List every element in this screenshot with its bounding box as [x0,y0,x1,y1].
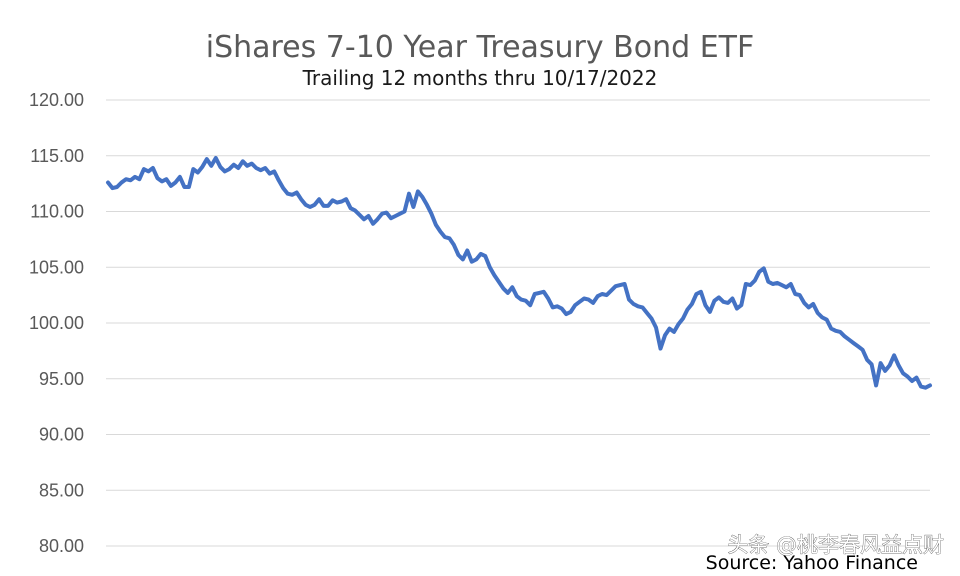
watermark-text: 头条 @桃李春风益点财 [727,533,944,557]
y-tick-label: 100.00 [29,313,84,333]
y-tick-label: 110.00 [30,202,84,222]
y-axis-ticks: 80.00 85.00 90.00 95.00 100.00 105.00 110.00 11… [29,90,84,556]
y-tick-label: 80.00 [39,536,84,556]
y-tick-label: 85.00 [39,480,84,500]
series-line [106,156,932,390]
y-tick-label: 105.00 [29,257,84,277]
gridlines [106,99,930,547]
y-tick-label: 90.00 [39,425,84,445]
chart-subtitle: Trailing 12 months thru 10/17/2022 [302,66,658,90]
source-label: Source: Yahoo Finance [706,552,918,574]
y-tick-label: 120.00 [29,90,84,110]
y-tick-label: 95.00 [39,369,84,389]
chart-title: iShares 7-10 Year Treasury Bond ETF [206,30,755,65]
y-tick-label: 115.00 [30,146,84,166]
